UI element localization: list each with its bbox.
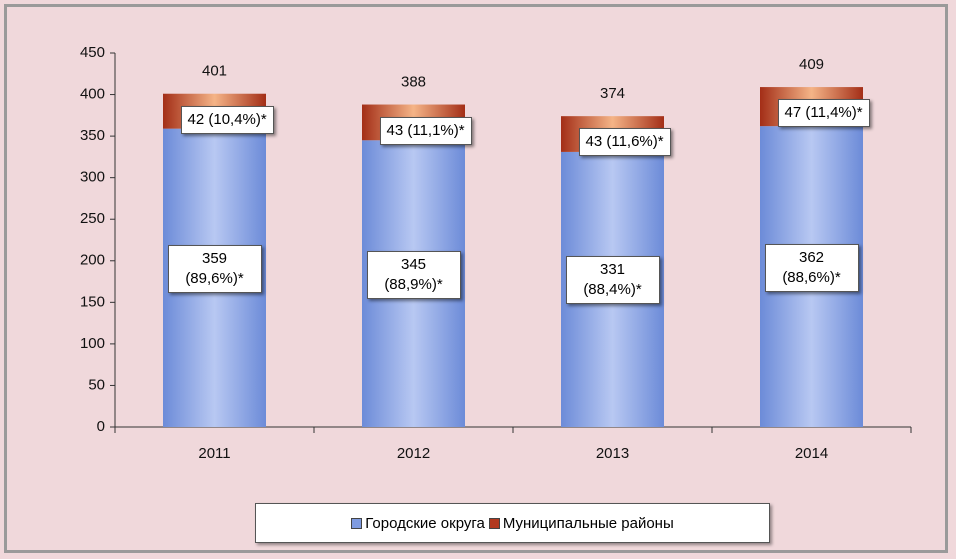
data-label: 362 (88,6%)* xyxy=(764,243,859,292)
y-tick-label: 350 xyxy=(80,127,105,144)
data-label: 331 (88,4%)* xyxy=(565,256,660,305)
legend-label: Муниципальные районы xyxy=(502,514,674,532)
y-tick-label: 200 xyxy=(80,252,105,269)
x-tick-label: 2014 xyxy=(795,445,828,462)
y-tick-label: 100 xyxy=(80,335,105,352)
total-label: 374 xyxy=(600,85,625,102)
y-tick-label: 450 xyxy=(80,44,105,61)
legend-item: Городские округа xyxy=(351,515,485,532)
frame xyxy=(4,4,948,553)
data-label: 42 (10,4%)* xyxy=(180,105,274,134)
x-tick-label: 2011 xyxy=(198,445,230,462)
y-tick-label: 300 xyxy=(80,169,105,186)
data-label: 345 (88,9%)* xyxy=(366,250,461,299)
legend-swatch xyxy=(351,517,363,529)
total-label: 401 xyxy=(202,63,227,80)
y-tick-label: 0 xyxy=(97,418,105,435)
legend-swatch xyxy=(488,517,500,529)
legend-item: Муниципальные районы xyxy=(488,514,674,532)
x-tick-label: 2012 xyxy=(397,445,430,462)
total-label: 388 xyxy=(401,73,426,90)
data-label: 359 (89,6%)* xyxy=(167,244,262,293)
y-tick-label: 50 xyxy=(88,376,105,393)
x-tick-label: 2013 xyxy=(596,445,629,462)
data-label: 47 (11,4%)* xyxy=(777,99,870,128)
y-tick-label: 150 xyxy=(80,293,105,310)
legend-label: Городские округа xyxy=(365,514,485,532)
legend: Городские округа Муниципальные районы xyxy=(255,503,770,543)
total-label: 409 xyxy=(799,56,824,73)
data-label: 43 (11,1%)* xyxy=(379,116,472,145)
y-tick-label: 250 xyxy=(80,210,105,227)
data-label: 43 (11,6%)* xyxy=(578,128,671,157)
y-tick-label: 400 xyxy=(80,86,105,103)
